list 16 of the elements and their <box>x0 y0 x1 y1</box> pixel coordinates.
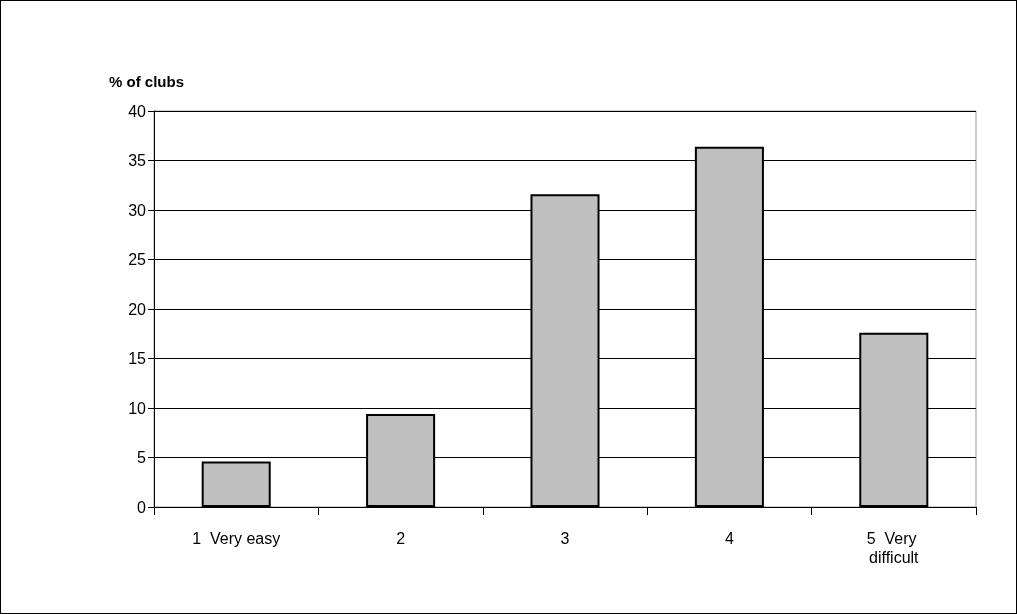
y-tick-label: 40 <box>128 102 147 120</box>
y-tick-label: 20 <box>128 300 147 318</box>
x-tick-label: 3 <box>560 530 570 547</box>
x-tick-label: 5 Very difficult <box>866 530 921 566</box>
x-tick-label: 1 Very easy <box>192 530 281 547</box>
y-tick-label: 35 <box>128 152 147 169</box>
x-tick-label: 4 <box>724 530 734 547</box>
y-axis-title: % of clubs <box>108 73 184 90</box>
x-tick-label: 2 <box>396 530 406 547</box>
y-tick-label: 10 <box>128 399 147 417</box>
bar <box>201 461 271 507</box>
y-tick-label: 5 <box>137 449 147 466</box>
y-tick-label: 30 <box>128 201 147 219</box>
y-tick-label: 15 <box>128 350 147 367</box>
y-tick-label: 0 <box>137 498 147 516</box>
y-tick-label: 25 <box>128 251 147 268</box>
